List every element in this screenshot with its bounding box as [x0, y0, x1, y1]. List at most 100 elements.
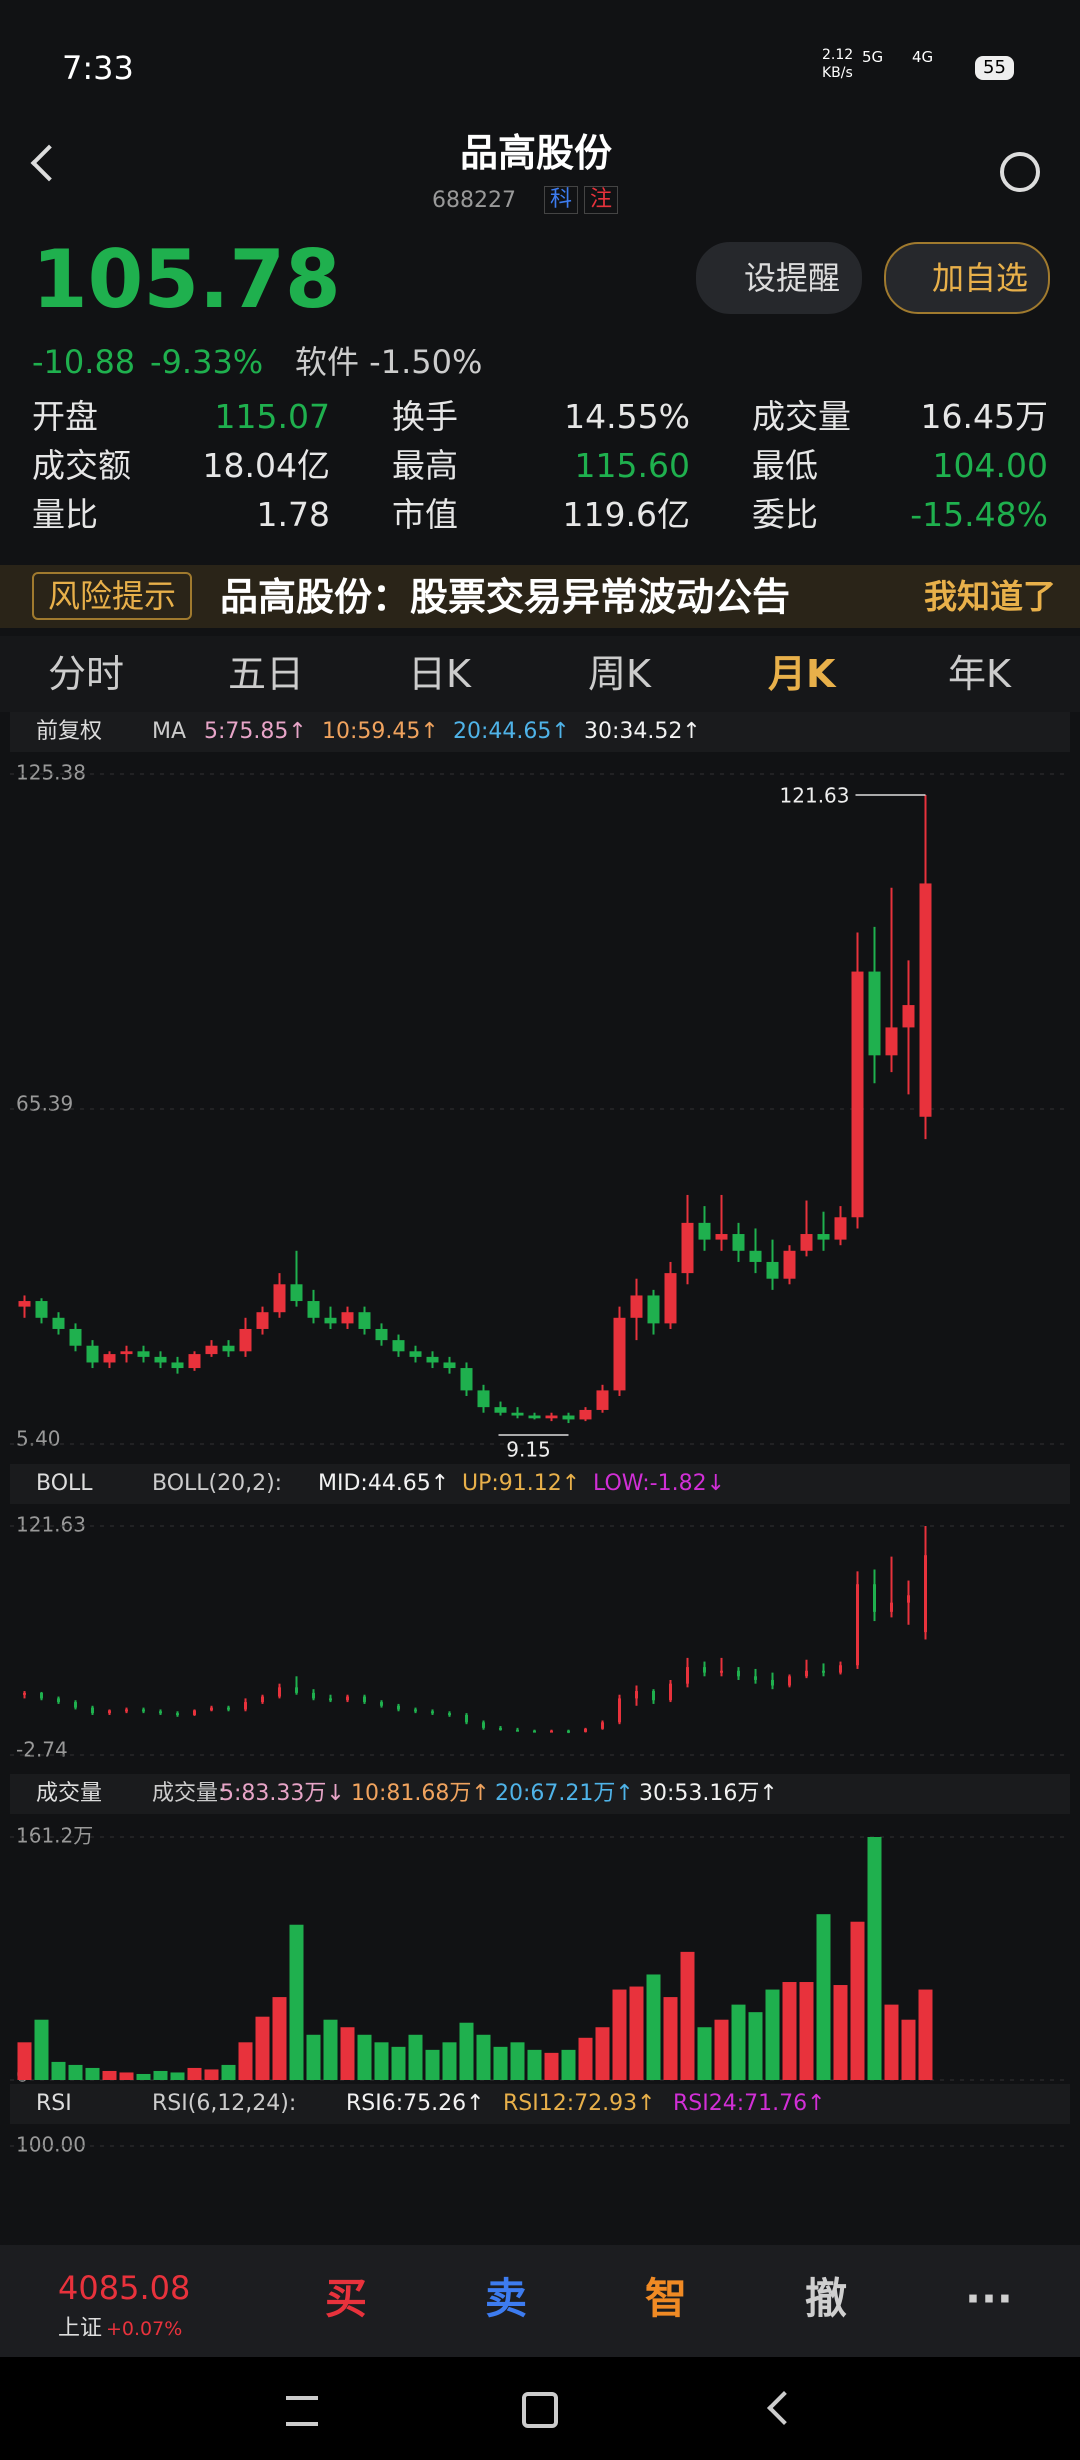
notice-bar — [0, 565, 1080, 628]
tab[interactable]: 周K — [588, 652, 651, 696]
volume-bar — [391, 2046, 406, 2080]
battery: 55 — [975, 56, 1014, 80]
y-tick-label: 100.00 — [16, 2133, 86, 2157]
candle-body — [720, 1670, 723, 1673]
tab[interactable]: 年K — [948, 652, 1011, 696]
candle-body — [414, 1709, 417, 1712]
candle-body — [477, 1390, 490, 1408]
panel-bg — [10, 2084, 1070, 2124]
legend-item: LOW:-1.82↓ — [593, 1471, 725, 1496]
candle-body — [681, 1222, 694, 1274]
volume-bar — [918, 1989, 933, 2080]
candle-body — [210, 1707, 213, 1711]
legend-item: RSI24:71.76↑ — [673, 2091, 826, 2116]
volume-bar — [68, 2064, 83, 2080]
volume-bar — [34, 2019, 49, 2080]
notice-action[interactable]: 我知道了 — [924, 577, 1056, 616]
volume-bar — [646, 1974, 661, 2080]
stat-value: 16.45万 — [920, 397, 1048, 436]
candle-body — [397, 1705, 400, 1710]
volume-bar — [204, 2069, 219, 2080]
volume-bar — [833, 1985, 848, 2080]
candle-body — [579, 1409, 592, 1420]
action-button[interactable]: 卖 — [485, 2274, 528, 2323]
low-label: 9.15 — [506, 1438, 551, 1462]
candle-body — [890, 1602, 893, 1612]
y-tick-label: 121.63 — [16, 1513, 86, 1537]
legend-item: 10:59.45↑ — [322, 719, 439, 744]
candle-body — [528, 1415, 541, 1419]
legend-button[interactable]: BOLL — [36, 1471, 93, 1496]
tab[interactable]: 五日 — [228, 652, 305, 696]
stat-value: 115.60 — [574, 446, 690, 485]
candle-body — [35, 1301, 48, 1318]
tab[interactable]: 日K — [408, 652, 471, 696]
volume-bar — [136, 2073, 151, 2080]
legend-label: 成交量: — [152, 1781, 225, 1806]
legend-item: RSI12:72.93↑ — [503, 2091, 656, 2116]
candle-body — [227, 1707, 230, 1710]
status-speed-unit: KB/s — [822, 65, 853, 81]
legend-item: 10:81.68万↑ — [351, 1781, 490, 1806]
candle-body — [290, 1284, 303, 1302]
volume-bar — [408, 2034, 423, 2080]
quote-button[interactable]: 设提醒 — [696, 242, 863, 314]
stat-label: 成交量 — [752, 397, 851, 436]
candle-body — [647, 1295, 660, 1324]
stat-label: 开盘 — [32, 397, 98, 436]
volume-bar — [697, 2027, 712, 2080]
action-button[interactable]: ··· — [965, 2274, 1013, 2323]
legend-button[interactable]: 成交量 — [36, 1781, 102, 1806]
volume-bar — [323, 2019, 338, 2080]
candle-body — [596, 1390, 609, 1410]
candle-body — [771, 1679, 774, 1686]
volume-bar — [51, 2061, 66, 2080]
search-button[interactable] — [1000, 152, 1040, 192]
volume-bar — [782, 1982, 797, 2080]
candle-body — [57, 1698, 60, 1703]
volume-bar — [221, 2064, 236, 2080]
nav-home[interactable] — [522, 2392, 558, 2428]
bottom-bar — [0, 2245, 1080, 2357]
action-button[interactable]: 买 — [325, 2274, 368, 2323]
candle-body — [154, 1356, 167, 1363]
tab[interactable]: 月K — [768, 652, 836, 696]
candle-body — [630, 1295, 643, 1318]
candle-body — [40, 1692, 43, 1699]
legend-button[interactable]: RSI — [36, 2091, 72, 2116]
nav-menu[interactable] — [286, 2396, 318, 2426]
candle-body — [239, 1328, 252, 1352]
candle-body — [358, 1312, 371, 1329]
volume-bar — [884, 2004, 899, 2080]
candle-body — [171, 1362, 184, 1369]
index-name: 上证 — [58, 2316, 103, 2341]
candle-body — [635, 1691, 638, 1699]
candle-body — [125, 1709, 128, 1712]
tab[interactable]: 分时 — [48, 652, 125, 696]
candle-body — [754, 1676, 757, 1680]
action-button[interactable]: 智 — [645, 2274, 688, 2323]
candle-body — [737, 1670, 740, 1677]
volume-bar — [340, 2027, 355, 2080]
candle-body — [86, 1345, 99, 1363]
volume-bar — [85, 2067, 100, 2080]
volume-bar — [527, 2049, 542, 2080]
action-button[interactable]: 撤 — [805, 2274, 848, 2323]
candle-body — [74, 1702, 77, 1708]
stock-tag: 科 — [544, 186, 579, 214]
legend-item: 5:83.33万↓ — [220, 1781, 345, 1806]
legend-button[interactable]: 前复权 — [36, 719, 102, 744]
notice-tag: 风险提示 — [32, 572, 193, 620]
y-tick-label: 65.39 — [16, 1092, 73, 1116]
candle-body — [698, 1222, 711, 1240]
status-speed: 2.12 — [822, 47, 854, 63]
volume-bar — [153, 2070, 168, 2080]
candle-body — [295, 1687, 298, 1693]
candle-body — [749, 1250, 762, 1262]
candle-body — [108, 1710, 111, 1714]
quote-button[interactable]: 加自选 — [884, 242, 1051, 314]
volume-bar — [476, 2034, 491, 2080]
stat-label: 委比 — [752, 495, 818, 534]
candle-body — [69, 1328, 82, 1346]
